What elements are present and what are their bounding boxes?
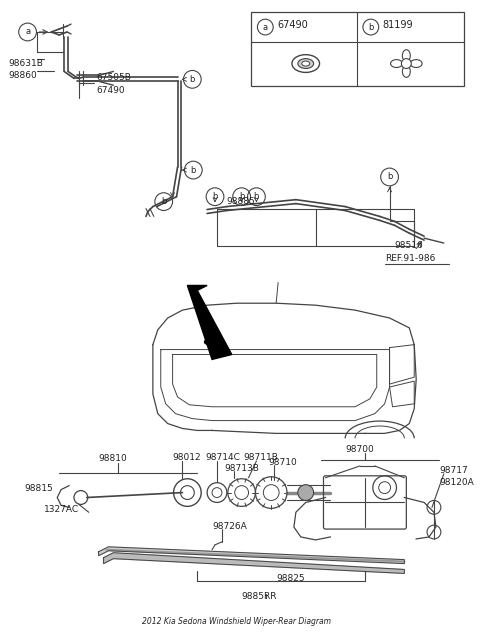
Text: b: b — [387, 173, 392, 182]
Text: a: a — [263, 22, 268, 32]
Text: 98012: 98012 — [173, 453, 201, 462]
Text: a: a — [25, 27, 30, 36]
Text: 98631B: 98631B — [8, 59, 43, 68]
Polygon shape — [98, 547, 404, 564]
Text: REF.91-986: REF.91-986 — [384, 254, 435, 263]
Text: 98700: 98700 — [345, 445, 374, 454]
Text: 98815: 98815 — [24, 483, 53, 492]
Text: 98713B: 98713B — [225, 464, 260, 473]
Text: 98711B: 98711B — [244, 453, 278, 462]
Text: 98825: 98825 — [276, 575, 305, 583]
Text: b: b — [191, 166, 196, 175]
Text: 9885RR: 9885RR — [241, 592, 277, 601]
Circle shape — [401, 59, 411, 69]
Text: 98810: 98810 — [98, 454, 127, 463]
Text: 98860: 98860 — [8, 71, 36, 80]
Text: 81199: 81199 — [383, 20, 413, 30]
Bar — [252, 12, 464, 86]
Text: 98717: 98717 — [439, 466, 468, 475]
Text: b: b — [161, 197, 167, 206]
Text: b: b — [212, 192, 218, 201]
Text: 2012 Kia Sedona Windshield Wiper-Rear Diagram: 2012 Kia Sedona Windshield Wiper-Rear Di… — [142, 617, 331, 626]
Text: 98710: 98710 — [268, 458, 297, 467]
Text: 67490: 67490 — [96, 86, 125, 96]
Polygon shape — [187, 285, 232, 359]
Text: b: b — [239, 192, 244, 201]
Text: 98516: 98516 — [395, 241, 423, 250]
Text: 98120A: 98120A — [439, 478, 474, 487]
Ellipse shape — [302, 61, 310, 66]
Text: b: b — [190, 75, 195, 84]
Text: b: b — [254, 192, 259, 201]
Circle shape — [298, 485, 313, 501]
Text: 1327AC: 1327AC — [44, 505, 80, 515]
Ellipse shape — [298, 59, 313, 69]
Text: 67490: 67490 — [277, 20, 308, 30]
Text: b: b — [368, 22, 373, 32]
Polygon shape — [104, 553, 404, 573]
Text: 98885: 98885 — [227, 197, 255, 206]
Text: 98714C: 98714C — [205, 453, 240, 462]
Text: 67505B: 67505B — [96, 73, 132, 82]
Text: 98726A: 98726A — [212, 522, 247, 531]
